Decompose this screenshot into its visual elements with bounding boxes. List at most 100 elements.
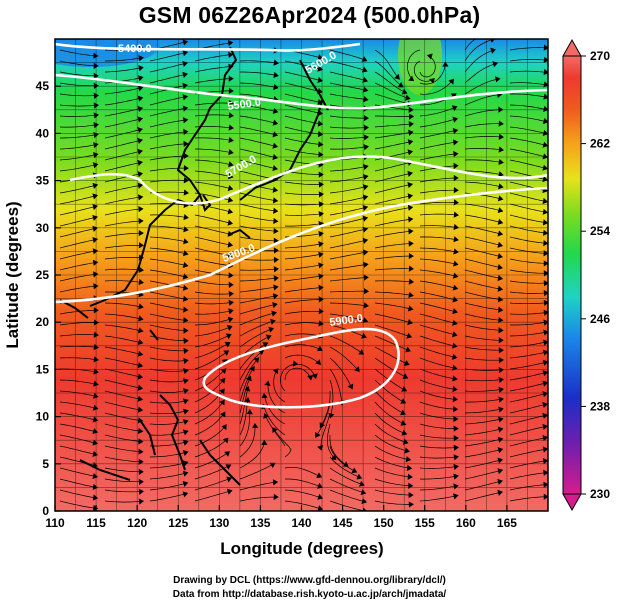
streamline <box>194 78 234 84</box>
streamline-arrow <box>318 320 324 327</box>
streamline <box>374 401 406 425</box>
streamline-arrow <box>93 82 99 89</box>
streamline <box>239 126 278 136</box>
y-tick-label: 5 <box>42 457 49 471</box>
streamline-arrow <box>137 182 144 189</box>
streamline <box>59 357 99 361</box>
streamline <box>194 437 229 458</box>
streamline <box>509 126 548 135</box>
streamline-arrow <box>183 152 189 160</box>
streamline-arrow <box>400 398 407 404</box>
streamline-arrow <box>452 272 459 279</box>
streamline <box>374 123 414 128</box>
streamline-arrow <box>265 334 272 341</box>
streamline-arrow <box>408 265 414 272</box>
streamline-arrow <box>408 228 414 235</box>
streamline <box>329 165 369 172</box>
streamline-arrow <box>497 264 503 271</box>
streamline-arrow <box>272 427 278 434</box>
streamline <box>149 368 189 372</box>
streamline-arrow <box>92 428 99 435</box>
streamline-arrow <box>261 392 268 399</box>
streamline <box>419 236 459 241</box>
streamline-arrow <box>137 85 144 92</box>
streamline <box>149 430 189 436</box>
streamline <box>194 258 233 267</box>
streamline <box>149 155 189 161</box>
streamline-arrow <box>543 81 548 88</box>
streamline-arrow <box>453 435 459 442</box>
streamline <box>104 379 143 389</box>
streamline <box>464 408 504 414</box>
streamline <box>464 236 503 247</box>
streamline <box>239 258 279 261</box>
streamline-arrow <box>408 482 414 489</box>
streamline <box>239 409 251 447</box>
streamline-arrow <box>407 170 413 177</box>
streamline <box>104 280 144 284</box>
contour-label-5900: 5900.0 <box>329 312 364 329</box>
streamline-arrow <box>183 177 189 184</box>
streamline-arrow <box>272 165 278 172</box>
streamline <box>464 324 504 331</box>
streamline-arrow <box>268 326 275 333</box>
streamline-arrow <box>92 214 98 221</box>
streamline-arrow <box>408 113 415 120</box>
streamline <box>284 60 323 71</box>
streamline <box>194 114 234 117</box>
streamline-arrow <box>497 478 503 485</box>
streamline <box>149 96 188 106</box>
streamline-arrow <box>405 456 412 463</box>
streamline <box>59 285 98 293</box>
streamline <box>239 137 278 148</box>
streamline-arrow <box>317 120 324 127</box>
streamline <box>149 236 189 243</box>
streamline <box>239 440 265 469</box>
streamline-arrow <box>226 488 233 495</box>
streamline-arrow <box>498 406 504 413</box>
streamline-arrow <box>363 144 369 151</box>
streamline-arrow <box>362 215 369 222</box>
streamline <box>104 244 144 249</box>
streamline-arrow <box>228 112 234 119</box>
streamline <box>329 313 368 322</box>
streamline <box>150 441 189 447</box>
streamline-arrow <box>182 250 189 257</box>
streamline-arrow <box>359 480 365 487</box>
streamline-arrow <box>273 83 279 91</box>
streamline <box>284 181 324 185</box>
credit-data-source: Data from http://database.rish.kyoto-u.a… <box>172 589 447 600</box>
streamline <box>104 232 144 238</box>
streamline-arrow <box>318 151 324 158</box>
streamline <box>464 214 503 224</box>
streamline <box>104 128 143 139</box>
streamline <box>194 350 229 370</box>
streamline <box>194 214 233 224</box>
streamline <box>509 382 548 392</box>
streamline-arrow <box>317 493 324 500</box>
streamline-arrow <box>137 339 144 346</box>
streamline <box>464 148 504 151</box>
streamline-arrow <box>227 208 234 215</box>
streamline <box>104 445 143 453</box>
streamline-arrow <box>219 388 225 395</box>
colorbar-tick-label: 254 <box>590 224 610 238</box>
streamline-arrow <box>318 181 324 188</box>
streamline-arrow <box>182 429 189 436</box>
streamline-arrow <box>182 449 189 457</box>
streamline-arrow <box>137 171 144 178</box>
streamline <box>374 280 414 283</box>
streamline <box>104 412 143 422</box>
streamline <box>279 363 298 392</box>
streamline-arrow <box>138 303 144 310</box>
y-tick-label: 35 <box>36 174 50 188</box>
streamline <box>194 424 227 447</box>
streamline <box>329 228 368 238</box>
streamline <box>419 346 457 358</box>
streamline-arrow <box>452 331 458 338</box>
streamline <box>374 172 413 183</box>
streamline-arrow <box>426 53 433 60</box>
streamline <box>59 478 98 488</box>
streamline <box>465 170 504 176</box>
streamline <box>59 104 99 107</box>
